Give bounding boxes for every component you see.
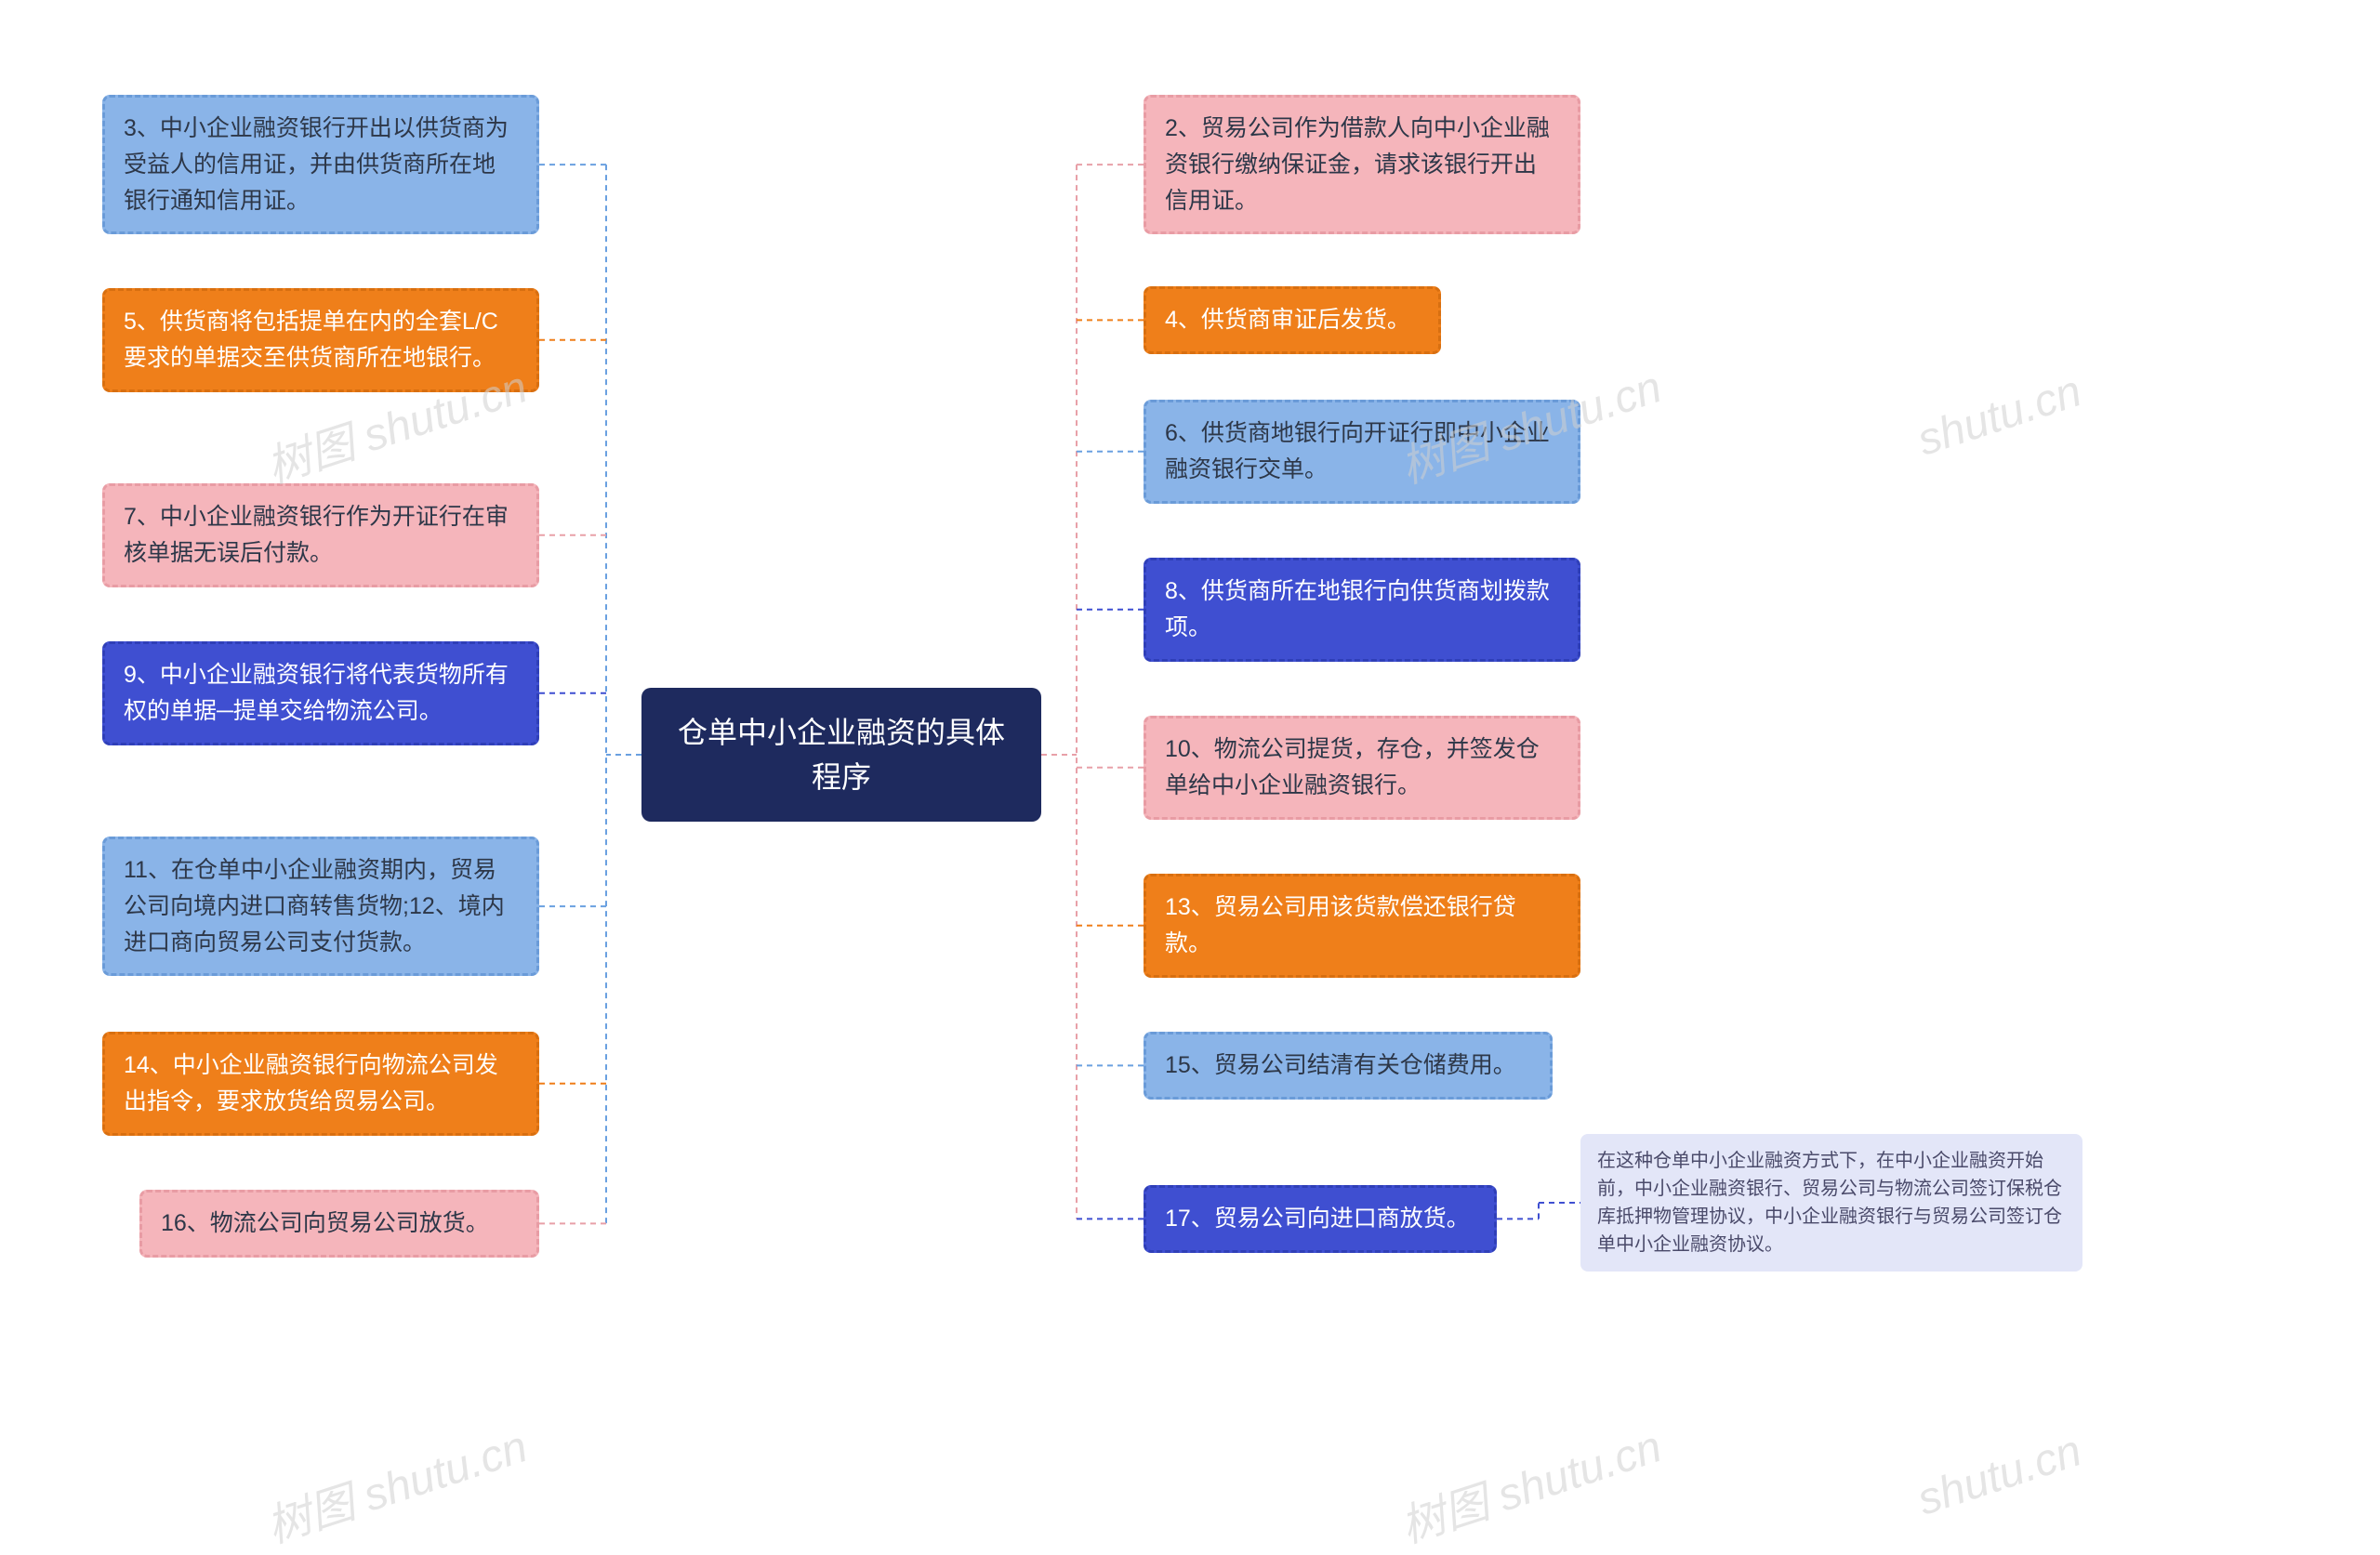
node-text: 8、供货商所在地银行向供货商划拨款项。 (1165, 578, 1550, 640)
mindmap-node: 5、供货商将包括提单在内的全套L/C要求的单据交至供货商所在地银行。 (102, 288, 539, 392)
mindmap-node: 3、中小企业融资银行开出以供货商为受益人的信用证，并由供货商所在地银行通知信用证… (102, 95, 539, 234)
mindmap-node: 13、贸易公司用该货款偿还银行贷款。 (1144, 874, 1580, 978)
mindmap-node: 17、贸易公司向进口商放货。 (1144, 1185, 1497, 1253)
footnote-text: 在这种仓单中小企业融资方式下，在中小企业融资开始前，中小企业融资银行、贸易公司与… (1597, 1151, 2062, 1255)
mindmap-node: 4、供货商审证后发货。 (1144, 286, 1441, 354)
center-node: 仓单中小企业融资的具体程序 (641, 688, 1041, 822)
mindmap-node: 15、贸易公司结清有关仓储费用。 (1144, 1032, 1553, 1100)
mindmap-node: 14、中小企业融资银行向物流公司发出指令，要求放货给贸易公司。 (102, 1032, 539, 1136)
node-text: 7、中小企业融资银行作为开证行在审核单据无误后付款。 (124, 504, 509, 566)
watermark: shutu.cn (1911, 1425, 2088, 1525)
mindmap-node: 2、贸易公司作为借款人向中小企业融资银行缴纳保证金，请求该银行开出信用证。 (1144, 95, 1580, 234)
node-text: 3、中小企业融资银行开出以供货商为受益人的信用证，并由供货商所在地银行通知信用证… (124, 115, 509, 214)
mindmap-node: 11、在仓单中小企业融资期内，贸易公司向境内进口商转售货物;12、境内进口商向贸… (102, 837, 539, 976)
mindmap-node: 16、物流公司向贸易公司放货。 (139, 1190, 539, 1258)
mindmap-node: 10、物流公司提货，存仓，并签发仓单给中小企业融资银行。 (1144, 716, 1580, 820)
mindmap-node: 6、供货商地银行向开证行即中小企业融资银行交单。 (1144, 400, 1580, 504)
node-text: 2、贸易公司作为借款人向中小企业融资银行缴纳保证金，请求该银行开出信用证。 (1165, 115, 1550, 214)
node-text: 15、贸易公司结清有关仓储费用。 (1165, 1052, 1516, 1078)
mindmap-node: 7、中小企业融资银行作为开证行在审核单据无误后付款。 (102, 483, 539, 587)
watermark: 树图 shutu.cn (1391, 1410, 1668, 1555)
node-text: 4、供货商审证后发货。 (1165, 307, 1410, 333)
node-text: 6、供货商地银行向开证行即中小企业融资银行交单。 (1165, 420, 1550, 482)
mindmap-node: 8、供货商所在地银行向供货商划拨款项。 (1144, 558, 1580, 662)
node-text: 17、贸易公司向进口商放货。 (1165, 1206, 1470, 1232)
node-text: 11、在仓单中小企业融资期内，贸易公司向境内进口商转售货物;12、境内进口商向贸… (124, 857, 505, 955)
node-text: 13、贸易公司用该货款偿还银行贷款。 (1165, 894, 1516, 956)
mindmap-node: 9、中小企业融资银行将代表货物所有权的单据─提单交给物流公司。 (102, 641, 539, 745)
footnote-box: 在这种仓单中小企业融资方式下，在中小企业融资开始前，中小企业融资银行、贸易公司与… (1580, 1134, 2082, 1272)
diagram-canvas: 仓单中小企业融资的具体程序 3、中小企业融资银行开出以供货商为受益人的信用证，并… (0, 0, 2380, 1553)
node-text: 16、物流公司向贸易公司放货。 (161, 1210, 489, 1236)
node-text: 5、供货商将包括提单在内的全套L/C要求的单据交至供货商所在地银行。 (124, 309, 498, 371)
node-text: 9、中小企业融资银行将代表货物所有权的单据─提单交给物流公司。 (124, 662, 509, 724)
watermark: 树图 shutu.cn (257, 1410, 534, 1555)
node-text: 14、中小企业融资银行向物流公司发出指令，要求放货给贸易公司。 (124, 1052, 498, 1114)
node-text: 10、物流公司提货，存仓，并签发仓单给中小企业融资银行。 (1165, 736, 1540, 798)
center-node-text: 仓单中小企业融资的具体程序 (678, 716, 1005, 794)
watermark: shutu.cn (1911, 365, 2088, 466)
